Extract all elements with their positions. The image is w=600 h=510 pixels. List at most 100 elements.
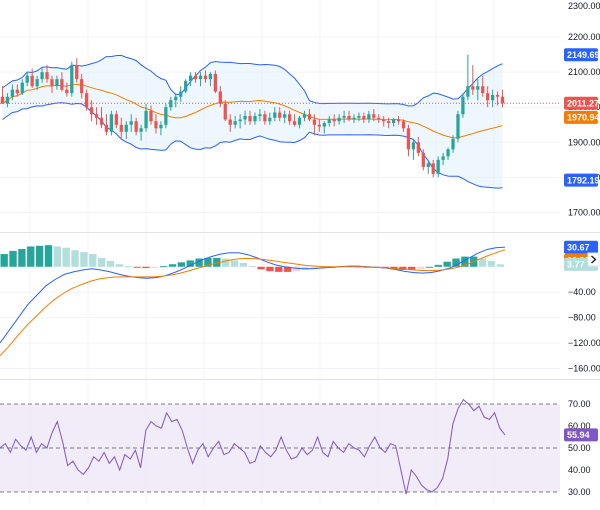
- upper-band-badge: 2149.69: [564, 48, 600, 62]
- candle: [297, 116, 302, 129]
- candle: [357, 112, 361, 122]
- candle: [159, 121, 163, 136]
- axis-tick-label[interactable]: 2100.00: [568, 67, 600, 77]
- candle-body: [441, 156, 445, 160]
- axis-tick-label[interactable]: 70.00: [568, 399, 591, 409]
- candle: [431, 159, 435, 178]
- macd-histogram-bar: [425, 266, 434, 268]
- macd-histogram-bar: [71, 250, 79, 267]
- candle: [416, 137, 420, 157]
- candle: [184, 79, 188, 94]
- axis-tick-label[interactable]: −120.00: [568, 338, 600, 348]
- histogram-badge-value: 3.77: [567, 260, 585, 270]
- candle-body: [466, 86, 470, 97]
- candle: [302, 110, 307, 122]
- macd-histogram-bar: [177, 262, 186, 267]
- candle: [238, 114, 242, 129]
- candle-body: [35, 79, 39, 87]
- candle-body: [302, 114, 307, 118]
- macd-histogram-bar: [168, 264, 177, 267]
- macd-histogram-bar: [124, 266, 132, 268]
- candle-body: [233, 121, 237, 125]
- macd-histogram-bar: [408, 266, 416, 270]
- candle-body: [312, 119, 317, 125]
- axis-tick-label[interactable]: 1900.00: [568, 137, 600, 147]
- candle: [387, 117, 391, 129]
- macd-histogram-bar: [416, 266, 425, 269]
- candle: [253, 112, 257, 125]
- candle-body: [342, 116, 346, 118]
- candle-body: [5, 96, 10, 104]
- axis-tick-label[interactable]: −80.00: [568, 313, 596, 323]
- candle-body: [20, 82, 24, 94]
- axis-tick-label[interactable]: 40.00: [568, 465, 591, 475]
- candle: [382, 116, 386, 127]
- axis-tick-label[interactable]: 50.00: [568, 443, 591, 453]
- macd-histogram-bar: [142, 266, 150, 269]
- candle: [75, 58, 79, 83]
- candle: [35, 75, 39, 90]
- candle-body: [490, 94, 495, 101]
- candle-body: [456, 114, 460, 139]
- axis-tick-label[interactable]: 30.00: [568, 487, 591, 497]
- candle: [441, 152, 445, 166]
- candle-body: [471, 86, 475, 90]
- candle-body: [476, 86, 480, 90]
- candle-body: [50, 79, 54, 87]
- candle-body: [352, 117, 356, 120]
- candle-body: [114, 114, 118, 125]
- moving-average-line: [2, 83, 503, 139]
- candle: [436, 156, 440, 178]
- macd-histogram-bar: [478, 258, 487, 267]
- macd-badge-value: 30.67: [567, 242, 590, 252]
- candle-body: [99, 117, 104, 125]
- candle: [70, 61, 74, 97]
- lower-band-badge-value: 1792.19: [567, 175, 600, 185]
- axis-tick-label[interactable]: −40.00: [568, 287, 596, 297]
- candle: [134, 117, 138, 136]
- candle: [273, 107, 277, 122]
- macd-panel[interactable]: [0, 245, 506, 357]
- macd-histogram-bar: [239, 262, 248, 267]
- candle: [307, 108, 312, 122]
- price-panel[interactable]: [0, 54, 560, 189]
- candle-body: [451, 138, 455, 150]
- candle-body: [382, 119, 386, 122]
- candle-body: [25, 75, 29, 83]
- middle-band-badge: 1970.94: [564, 110, 600, 124]
- candle: [114, 110, 118, 129]
- macd-histogram-bar: [89, 254, 97, 267]
- axis-tick-label[interactable]: 1700.00: [568, 207, 600, 217]
- candle: [89, 100, 94, 122]
- candle-body: [40, 72, 44, 80]
- macd-histogram-bar: [487, 261, 496, 267]
- rsi-line: [0, 398, 506, 495]
- candle-body: [70, 65, 74, 94]
- candle-body: [248, 116, 252, 122]
- candle-body: [154, 121, 158, 129]
- candle-body: [179, 91, 183, 97]
- candle: [119, 117, 123, 139]
- candle: [287, 110, 292, 125]
- candle: [342, 110, 346, 124]
- axis-tick-label[interactable]: 2200.00: [568, 32, 600, 42]
- candle-body: [188, 75, 193, 81]
- candle-body: [337, 117, 341, 122]
- candle-body: [317, 124, 321, 127]
- macd-histogram-bar: [18, 248, 26, 267]
- axis-tick-label[interactable]: 60.00: [568, 421, 591, 431]
- candle: [406, 124, 411, 157]
- chevron-right-icon[interactable]: [587, 252, 600, 267]
- candle-body: [307, 114, 312, 120]
- candle: [55, 75, 59, 90]
- axis-tick-label[interactable]: −160.00: [568, 363, 600, 373]
- candle-body: [119, 124, 123, 132]
- axis-tick-label[interactable]: 2300.00: [568, 1, 600, 11]
- macd-histogram-bar: [248, 266, 256, 268]
- candle-body: [431, 163, 435, 174]
- candle: [312, 114, 317, 136]
- candle: [0, 86, 5, 104]
- rsi-panel[interactable]: [0, 398, 560, 495]
